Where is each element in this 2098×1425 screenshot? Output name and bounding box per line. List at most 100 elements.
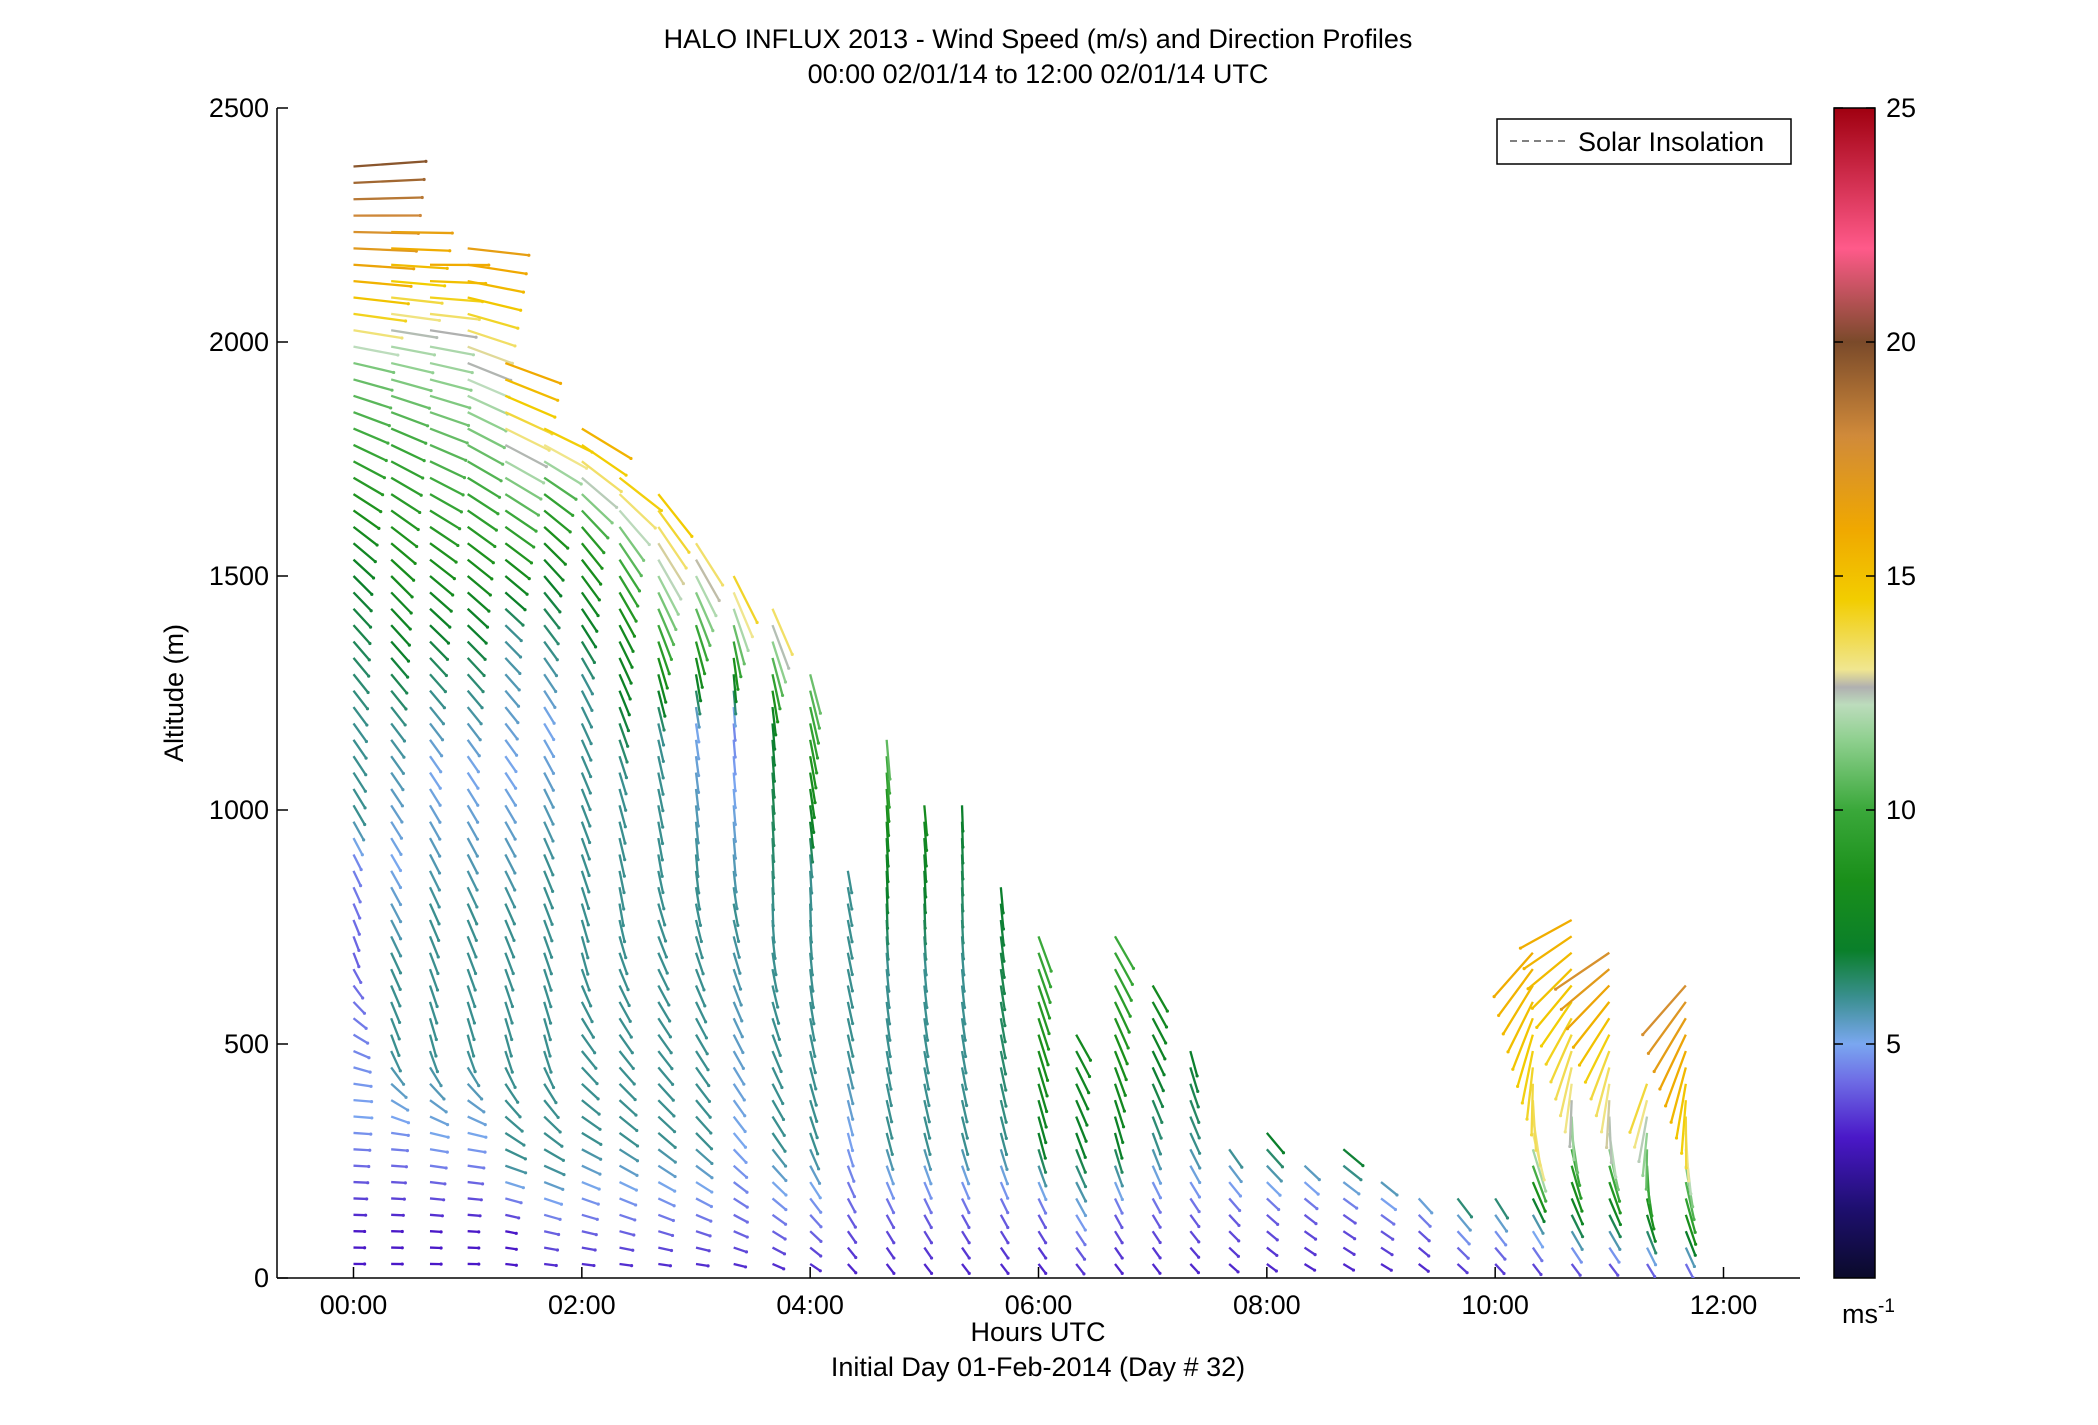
wind-vector-head — [967, 1196, 971, 1200]
wind-vector — [466, 657, 485, 677]
wind-vector-head — [401, 771, 406, 776]
wind-vector — [923, 969, 928, 992]
wind-vector — [923, 1018, 929, 1041]
wind-vector — [390, 673, 408, 694]
wind-vector — [352, 591, 372, 612]
wind-vector — [999, 1083, 1008, 1107]
wind-vector — [657, 526, 688, 569]
wind-vector — [771, 657, 784, 696]
wind-vector — [1151, 1083, 1164, 1107]
wind-vector-head — [1198, 1180, 1202, 1185]
wind-vector-head — [668, 1035, 673, 1039]
wind-vector — [1075, 1181, 1087, 1202]
wind-vector-head — [558, 1130, 562, 1134]
wind-vector — [1342, 1230, 1356, 1240]
wind-vector-head — [961, 829, 965, 833]
wind-vector-head — [1122, 1109, 1126, 1113]
wind-vector — [732, 674, 738, 702]
wind-vector-head — [1044, 1256, 1048, 1260]
wind-vector-head — [1196, 1105, 1200, 1109]
wind-vector — [504, 542, 533, 564]
wind-vector-head — [773, 956, 777, 961]
wind-vector — [694, 559, 721, 602]
wind-vector-head — [1084, 1139, 1088, 1143]
wind-vector-head — [740, 1019, 744, 1023]
wind-vector-head — [398, 937, 403, 941]
wind-vector-head — [632, 634, 637, 638]
wind-vector — [466, 1099, 485, 1113]
wind-vector-head — [887, 833, 891, 838]
wind-vector — [657, 919, 667, 942]
wind-vector — [999, 1116, 1008, 1139]
wind-vector — [657, 657, 669, 689]
wind-vector — [390, 329, 437, 339]
wind-vector-head — [574, 497, 578, 501]
wind-vector — [504, 821, 517, 840]
wind-vector-head — [551, 889, 555, 893]
colorbar-tick-label: 10 — [1886, 795, 1916, 825]
wind-vector — [1608, 1165, 1621, 1202]
wind-vector — [543, 985, 552, 1008]
wind-vector — [1303, 1262, 1316, 1272]
wind-vector-head — [696, 841, 700, 845]
wind-vector — [504, 1115, 523, 1132]
wind-vector — [466, 788, 479, 806]
wind-vector — [390, 870, 402, 889]
wind-vector — [352, 886, 362, 903]
wind-vector — [732, 985, 743, 1006]
wind-vector — [353, 296, 409, 305]
wind-vector — [695, 1034, 709, 1055]
wind-vector-head — [633, 1097, 637, 1102]
wind-vector-head — [739, 1003, 743, 1007]
wind-vector-head — [886, 849, 890, 853]
wind-vector-head — [532, 545, 536, 549]
wind-vector-head — [672, 1114, 676, 1118]
wind-vector-head — [663, 714, 667, 718]
wind-vector-head — [967, 1225, 971, 1230]
wind-vector — [1531, 1197, 1546, 1223]
wind-vector — [657, 886, 665, 910]
wind-vector-head — [516, 326, 520, 330]
wind-vector — [846, 952, 854, 975]
wind-vector-head — [1003, 1056, 1007, 1060]
wind-vector-head — [663, 923, 667, 927]
wind-vector — [732, 1017, 744, 1038]
wind-vector — [618, 657, 633, 684]
wind-vector-head — [362, 838, 366, 842]
wind-vector-head — [596, 613, 600, 618]
wind-vector — [1151, 1148, 1162, 1170]
wind-vector-head — [1163, 1057, 1167, 1061]
wind-vector — [391, 296, 443, 305]
wind-vector — [809, 952, 814, 975]
wind-vector — [467, 1115, 486, 1126]
wind-vector — [1590, 1050, 1611, 1100]
wind-vector-head — [1164, 1041, 1168, 1045]
wind-vector — [657, 739, 665, 762]
wind-vector — [353, 1066, 371, 1074]
wind-vector — [466, 870, 479, 891]
wind-vector-head — [924, 895, 928, 899]
wind-vector-head — [851, 1133, 855, 1137]
wind-vector — [390, 591, 413, 614]
wind-vector-head — [1002, 943, 1006, 947]
wind-vector-head — [733, 822, 737, 827]
wind-vector-head — [850, 940, 854, 944]
wind-vector-head — [432, 353, 437, 357]
wind-vector — [1266, 1213, 1279, 1226]
wind-vector-head — [963, 1022, 967, 1026]
wind-vector — [504, 575, 528, 596]
wind-vector-head — [818, 1196, 822, 1200]
wind-vector — [581, 1148, 602, 1161]
wind-vector — [580, 591, 599, 617]
wind-vector-head — [928, 1167, 933, 1171]
wind-vector-head — [1653, 1239, 1657, 1243]
wind-vector-head — [1669, 1120, 1673, 1124]
wind-vector-head — [502, 445, 506, 450]
wind-vector-head — [925, 833, 929, 837]
wind-vector-head — [929, 1196, 933, 1200]
wind-vector-head — [623, 841, 627, 845]
wind-vector — [504, 722, 519, 740]
wind-vector — [466, 853, 479, 874]
wind-vector-head — [1589, 1097, 1593, 1101]
wind-vector-head — [444, 673, 448, 678]
